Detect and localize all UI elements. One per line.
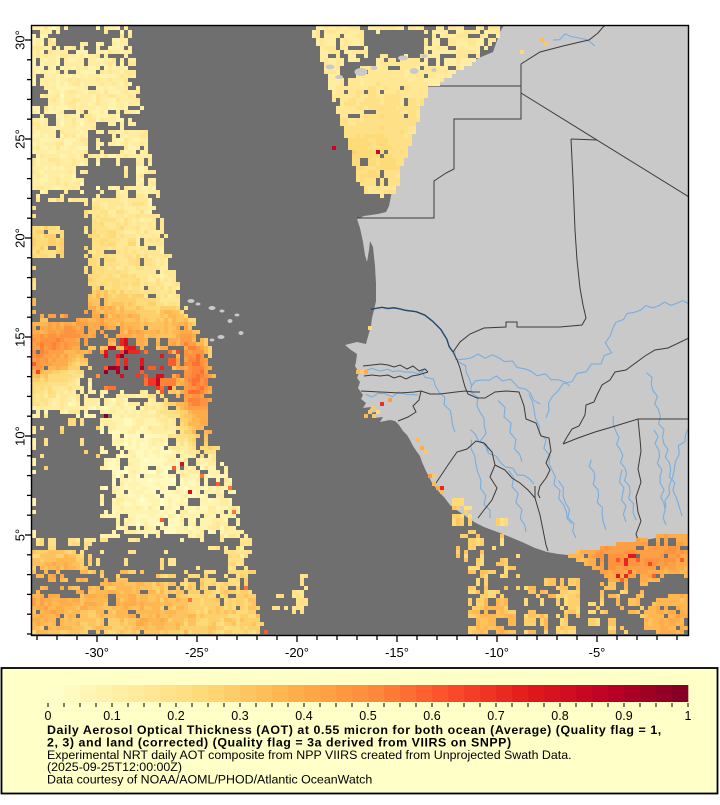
svg-text:0.1: 0.1 [103, 709, 120, 723]
svg-text:(2025-09-25T12:00:00Z): (2025-09-25T12:00:00Z) [47, 760, 182, 774]
svg-text:30°: 30° [13, 30, 28, 50]
svg-text:25°: 25° [13, 129, 28, 149]
svg-text:0.3: 0.3 [231, 709, 248, 723]
svg-text:1: 1 [685, 709, 692, 723]
svg-text:5°: 5° [13, 529, 28, 541]
svg-text:0: 0 [45, 709, 52, 723]
svg-text:-30°: -30° [85, 645, 109, 660]
svg-text:-20°: -20° [285, 645, 309, 660]
svg-text:0.6: 0.6 [423, 709, 440, 723]
svg-text:-10°: -10° [485, 645, 509, 660]
svg-text:20°: 20° [13, 228, 28, 248]
svg-text:0.2: 0.2 [167, 709, 184, 723]
svg-text:0.9: 0.9 [615, 709, 632, 723]
svg-text:0.8: 0.8 [551, 709, 568, 723]
svg-text:Experimental NRT daily AOT com: Experimental NRT daily AOT composite fro… [47, 748, 572, 762]
svg-text:0.7: 0.7 [487, 709, 504, 723]
svg-text:0.4: 0.4 [295, 709, 312, 723]
svg-text:15°: 15° [13, 327, 28, 347]
svg-text:-25°: -25° [185, 645, 209, 660]
svg-text:10°: 10° [13, 426, 28, 446]
svg-text:2, 3) and land (corrected) (Qu: 2, 3) and land (corrected) (Quality flag… [47, 735, 512, 749]
svg-text:Daily Aerosol Optical Thicknes: Daily Aerosol Optical Thickness (AOT) at… [47, 723, 662, 737]
svg-text:0.5: 0.5 [359, 709, 376, 723]
svg-text:Data courtesy of NOAA/AOML/PHO: Data courtesy of NOAA/AOML/PHOD/Atlantic… [47, 773, 372, 787]
svg-text:-5°: -5° [589, 645, 606, 660]
svg-text:-15°: -15° [385, 645, 409, 660]
